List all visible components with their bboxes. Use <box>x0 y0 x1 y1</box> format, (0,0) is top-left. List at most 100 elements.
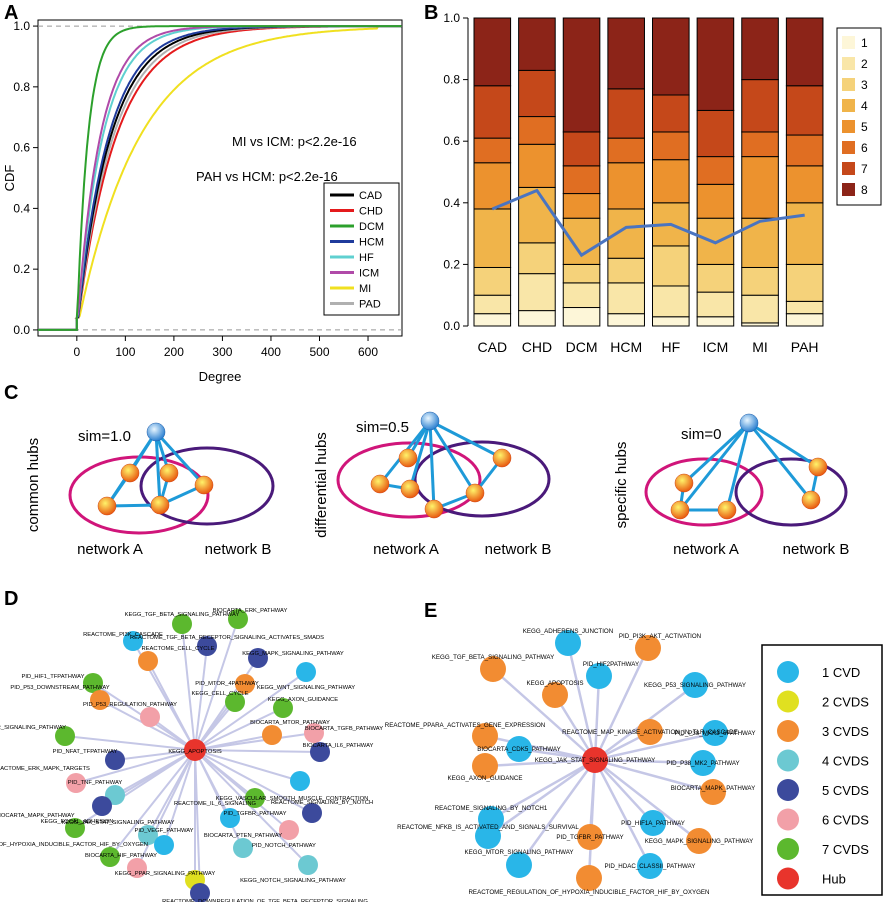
pathway-label: REACTOME_IL_6_SIGNALING <box>174 801 257 807</box>
bar-segment <box>607 257 645 284</box>
pathway-node <box>154 835 174 855</box>
x-category-label: PAH <box>791 339 819 355</box>
pathway-label: PID_VEGF_PATHWAY <box>134 828 193 834</box>
panel-d-network: KEGG_TGF_BETA_SIGNALING_PATHWAYBIOCARTA_… <box>0 608 383 902</box>
pathway-label: REACTOME_NFKB_IS_ACTIVATED_AND_SIGNALS_S… <box>397 824 579 831</box>
bar-segment <box>562 165 601 195</box>
bar-segment <box>696 263 735 293</box>
bar-segment <box>562 282 601 309</box>
network-edge <box>593 759 652 867</box>
network-edge <box>594 731 716 762</box>
bar-segment <box>696 183 735 219</box>
pathway-label: KEGG_MTOR_SIGNALING_PATHWAY <box>465 849 574 856</box>
pathway-label: REACTOME_REGULATION_OF_HYPOXIA_INDUCIBLE… <box>468 889 709 896</box>
pathway-node <box>290 771 310 791</box>
bar-segment <box>518 17 556 71</box>
network-edge <box>587 759 597 879</box>
y-tick-label: 1.0 <box>13 19 30 33</box>
y-tick-label: 0.0 <box>443 319 460 333</box>
pathway-label: PID_TGFBR_PATHWAY <box>556 834 623 841</box>
hub-edge <box>154 430 206 487</box>
pathway-node <box>635 635 661 661</box>
network-edge <box>181 623 196 751</box>
hub-node <box>739 413 759 433</box>
bar-segment <box>652 245 690 287</box>
network-edge <box>194 671 307 751</box>
bar-segment <box>473 162 512 210</box>
legend-label: 6 CVDS <box>822 813 869 828</box>
network-a-label: network A <box>673 541 739 558</box>
x-tick-label: 300 <box>212 345 232 359</box>
x-category-label: HF <box>661 339 680 355</box>
legend-swatch <box>842 141 855 154</box>
pathway-label: PID_TNF_PATHWAY <box>68 780 123 786</box>
orange-node <box>717 500 737 520</box>
pathway-label: PID_P53_REGULATION_PATHWAY <box>83 702 177 708</box>
pathway-label: PID_HIF1A_PATHWAY <box>621 820 685 827</box>
legend-label: 6 <box>861 141 868 155</box>
pathway-node <box>245 788 265 808</box>
bar-segment <box>785 17 824 87</box>
legend-swatch <box>777 661 799 683</box>
hub-node <box>420 411 440 431</box>
orange-node <box>808 457 828 477</box>
network-b-label: network B <box>485 541 552 558</box>
pathway-label: KEGG_ADHERENS_JUNCTION <box>523 628 613 635</box>
bar-segment <box>562 263 601 284</box>
pathway-label: PID_PI3K_AKT_ACTIVATION <box>619 633 701 640</box>
legend-swatch <box>842 120 855 133</box>
pathway-node <box>576 865 602 891</box>
y-axis-label: CDF <box>2 165 17 192</box>
bar-segment <box>652 94 690 133</box>
legend-label: DCM <box>359 221 384 233</box>
network-edge <box>114 749 196 761</box>
orange-node <box>465 483 485 503</box>
pathway-node <box>279 820 299 840</box>
diagram-3: sim=0 specific hubs network A network B <box>613 413 849 558</box>
legend-swatch <box>842 183 855 196</box>
legend-label: 2 CVDS <box>822 695 869 710</box>
orange-node <box>398 448 418 468</box>
legend-box <box>836 27 882 206</box>
x-category-label: MI <box>752 339 768 355</box>
sim-label: sim=1.0 <box>78 428 131 445</box>
network-edge <box>594 758 704 765</box>
network-edge <box>194 749 309 866</box>
panel-letter-b: B <box>424 2 439 24</box>
legend-label: 1 <box>861 36 868 50</box>
panel-a-chart: 0 100 200 300 400 500 600 0.0 0.2 0.4 0.6 0.8 1.0 Deg… <box>2 19 403 384</box>
network-edge <box>194 732 315 751</box>
legend-label: 4 <box>861 99 868 113</box>
bar-segment <box>518 116 556 145</box>
pathway-label: KEGG_AXON_GUIDANCE <box>268 697 338 703</box>
bar-segment <box>785 313 824 327</box>
bar-segment <box>785 263 824 302</box>
bar-segment <box>741 217 779 268</box>
pathway-label: REACTOME_PPARA_ACTIVATES_GENE_EXPRESSION <box>385 722 545 729</box>
x-tick-label: 600 <box>358 345 378 359</box>
pathway-label: BIOCARTA_ERK_PATHWAY <box>213 608 288 614</box>
network-b-ellipse <box>734 457 848 527</box>
bar-segment <box>785 85 824 136</box>
pathway-label: KEGG_NOTCH_SIGNALING_PATHWAY <box>240 878 346 884</box>
orange-node <box>801 490 821 510</box>
network-edge <box>194 618 239 751</box>
pathway-label: PID_TGFBR_PATHWAY <box>224 811 287 817</box>
pathway-node <box>55 726 75 746</box>
bar-segment <box>518 310 556 327</box>
network-b-label: network B <box>205 541 272 558</box>
pathway-label: KEGG_WNT_SIGNALING_PATHWAY <box>257 685 355 691</box>
legend-swatch <box>842 36 855 49</box>
hub-edge <box>747 422 813 501</box>
pathway-node <box>298 855 318 875</box>
hub-edge <box>428 420 477 494</box>
pathway-node <box>686 828 712 854</box>
x-tick-label: 400 <box>261 345 281 359</box>
bar-segment <box>652 159 690 204</box>
diagram-2: sim=0.5 differential hubs network A network… <box>313 411 552 558</box>
pathway-node <box>637 853 663 879</box>
cdf-series-dcm <box>38 25 402 331</box>
network-edge <box>194 749 321 753</box>
pathway-node <box>304 723 324 743</box>
